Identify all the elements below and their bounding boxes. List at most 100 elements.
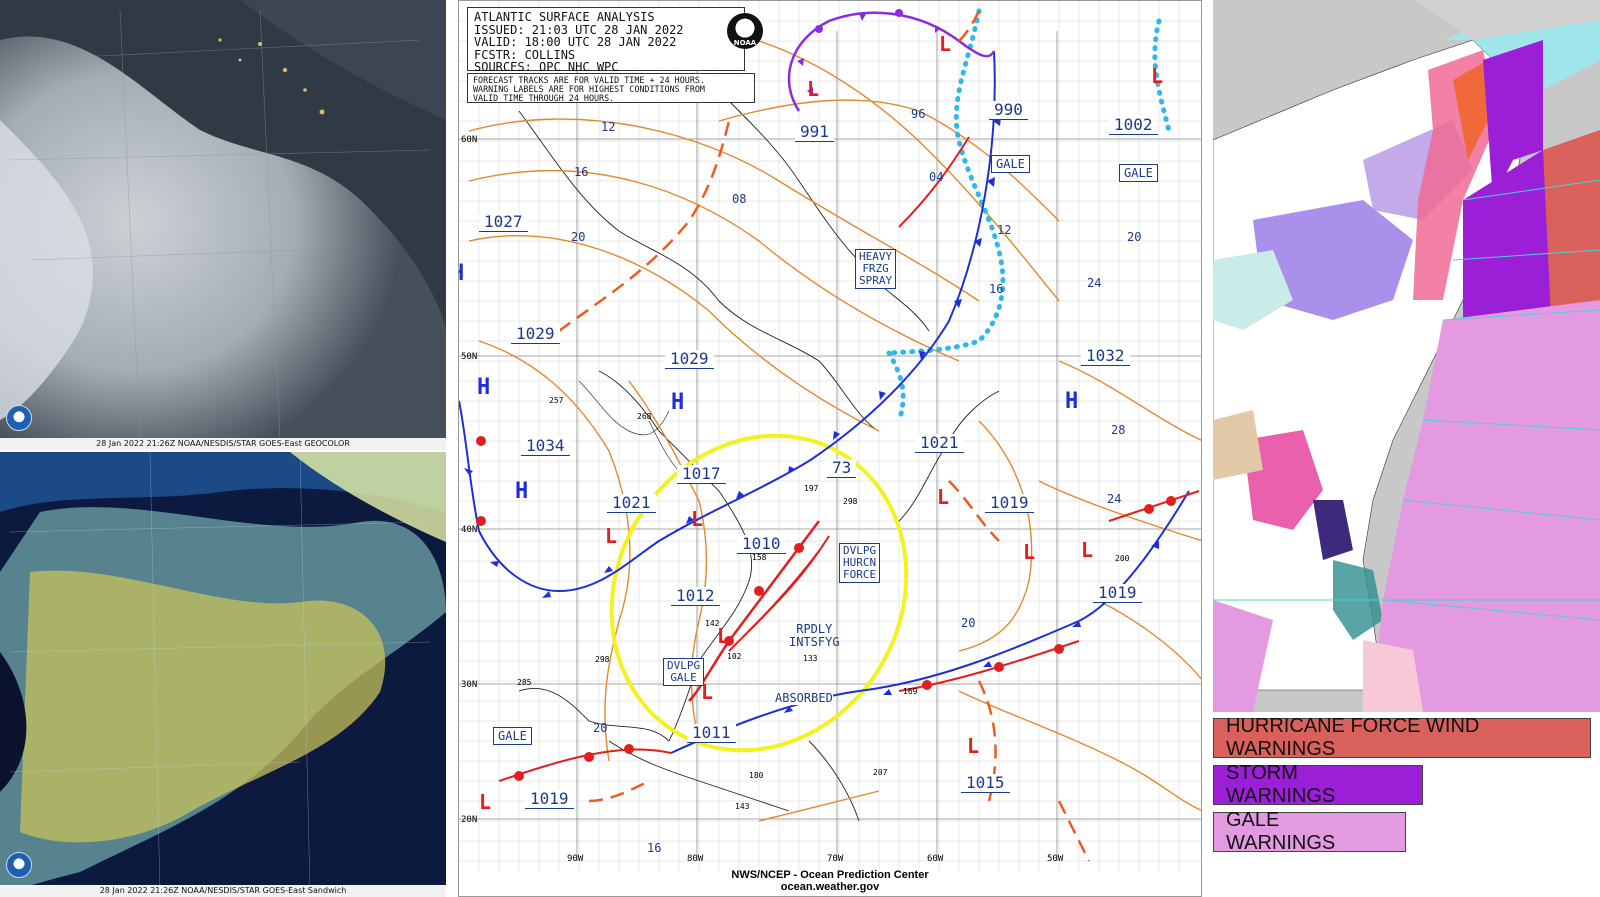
chart-footer-org: NWS/NCEP - Ocean Prediction Center [731,869,929,881]
low-marker: L [717,624,729,648]
station-value: 197 [804,484,819,493]
low-marker: L [701,680,713,704]
legend-hurricane-force: HURRICANE FORCE WIND WARNINGS [1213,715,1591,760]
station-value: 133 [803,654,818,663]
atlantic-surface-analysis-chart: 60N 50N 40N 30N 20N 90W 80W 70W 60W 50W … [458,0,1202,897]
isobar-label: 24 [1087,276,1101,290]
lat-label: 50N [461,352,477,362]
station-value: 143 [735,802,750,811]
station-value: 158 [752,553,767,562]
high-marker: H [671,390,684,415]
forecast-note: FORECAST TRACKS ARE FOR VALID TIME + 24 … [467,73,755,103]
pressure-value: 1029 [511,325,560,344]
isobar-label: 16 [647,841,661,855]
low-marker: L [1081,538,1093,562]
marine-warnings-map [1213,0,1600,712]
low-marker: L [1151,64,1163,88]
low-marker: L [937,485,949,509]
note-line: VALID TIME THROUGH 24 HOURS. [473,93,615,103]
station-value: 298 [595,655,610,664]
isobar-label: 16 [574,165,588,179]
high-marker: H [459,261,464,286]
isobar-label: 12 [997,223,1011,237]
pressure-value: 1017 [677,465,726,484]
station-value: 257 [549,396,564,405]
pressure-value: 1027 [479,213,528,232]
warnings-map-graphic [1213,0,1600,712]
goes-geocolor-image: 28 Jan 2022 21:26Z NOAA/NESDIS/STAR GOES… [0,0,446,450]
pressure-value: 990 [989,101,1028,120]
title-line: ISSUED: 21:03 UTC 28 JAN 2022 [474,22,684,37]
isobar-label: 20 [961,616,975,630]
legend-label: STORM WARNINGS [1226,762,1336,807]
legend-label: GALE WARNINGS [1226,809,1336,854]
pressure-value: 1021 [915,434,964,453]
sandwich-map [0,452,446,897]
isobar-label: 12 [601,120,615,134]
isobar-label: 16 [989,282,1003,296]
pressure-value: 1019 [525,790,574,809]
isobar-label: 20 [593,721,607,735]
lon-label: 80W [687,854,704,864]
pressure-value: 1012 [671,587,720,606]
lat-label: 30N [461,680,477,690]
note-line: FORECAST TRACKS ARE FOR VALID TIME + 24 … [473,75,705,85]
low-marker: L [691,507,703,531]
station-value: 200 [1115,554,1130,563]
isobar-label: 20 [571,230,585,244]
isobar-label: 20 [1127,230,1141,244]
pressure-value: 991 [795,123,834,142]
station-value: 207 [873,768,888,777]
pressure-value: 1019 [985,494,1034,513]
warm-front [476,436,1200,782]
goes-sandwich-image: 28 Jan 2022 21:26Z NOAA/NESDIS/STAR GOES… [0,452,446,897]
low-marker: L [807,77,819,101]
station-value: 285 [517,678,532,687]
legend-storm-warnings: STORM WARNINGS [1213,762,1423,807]
pressure-value: 73 [827,459,857,478]
developing-gale-label: DVLPG GALE [663,658,705,686]
isobar-label: 96 [911,107,925,121]
rapidly-intensifying-label: RPDLY INTSFYG [789,622,840,649]
station-value: 268 [637,412,652,421]
gale-warning-label: GALE [991,155,1030,173]
lat-label: 60N [461,135,477,145]
legend-gale-warnings: GALE WARNINGS [1213,809,1406,854]
isobar-label: 28 [1111,423,1125,437]
low-marker: L [479,790,491,814]
absorbed-label: ABSORBED [775,691,833,705]
developing-hurricane-force-label: DVLPG HURCN FORCE [839,543,881,583]
title-line: ATLANTIC SURFACE ANALYSIS [474,10,655,24]
pressure-value: 1010 [737,535,786,554]
noaa-logo-icon [6,405,32,431]
noaa-logo-icon [6,852,32,878]
occluded-front [787,9,996,112]
high-marker: H [477,375,490,400]
isobar-label: 24 [1107,492,1121,506]
legend-label: HURRICANE FORCE WIND WARNINGS [1226,715,1480,760]
pressure-value: 1019 [1093,584,1142,603]
isobar-label: 04 [929,170,943,184]
sandwich-caption: 28 Jan 2022 21:26Z NOAA/NESDIS/STAR GOES… [0,885,446,897]
title-line: VALID: 18:00 UTC 28 JAN 2022 [474,35,677,49]
station-value: 180 [749,771,764,780]
title-line: FCSTR: COLLINS [474,47,576,62]
noaa-logo-icon: NOAA [727,13,763,49]
lon-label: 50W [1047,854,1064,864]
heavy-freezing-spray-label: HEAVY FRZG SPRAY [855,249,897,289]
pressure-value: 1002 [1109,116,1158,135]
low-marker: L [1023,540,1035,564]
lon-label: 90W [567,854,584,864]
geocolor-map [0,0,446,450]
gale-warning-label: GALE [493,727,532,745]
isobar-label: 08 [732,192,746,206]
gale-warning-label: GALE [1119,164,1158,182]
low-marker: L [967,734,979,758]
cold-front [459,50,1190,754]
lon-label: 70W [827,854,844,864]
pressure-value: 1015 [961,774,1010,793]
pressure-value: 1011 [687,724,736,743]
geocolor-caption: 28 Jan 2022 21:26Z NOAA/NESDIS/STAR GOES… [0,438,446,450]
pressure-value: 1021 [607,494,656,513]
station-value: 169 [903,687,918,696]
